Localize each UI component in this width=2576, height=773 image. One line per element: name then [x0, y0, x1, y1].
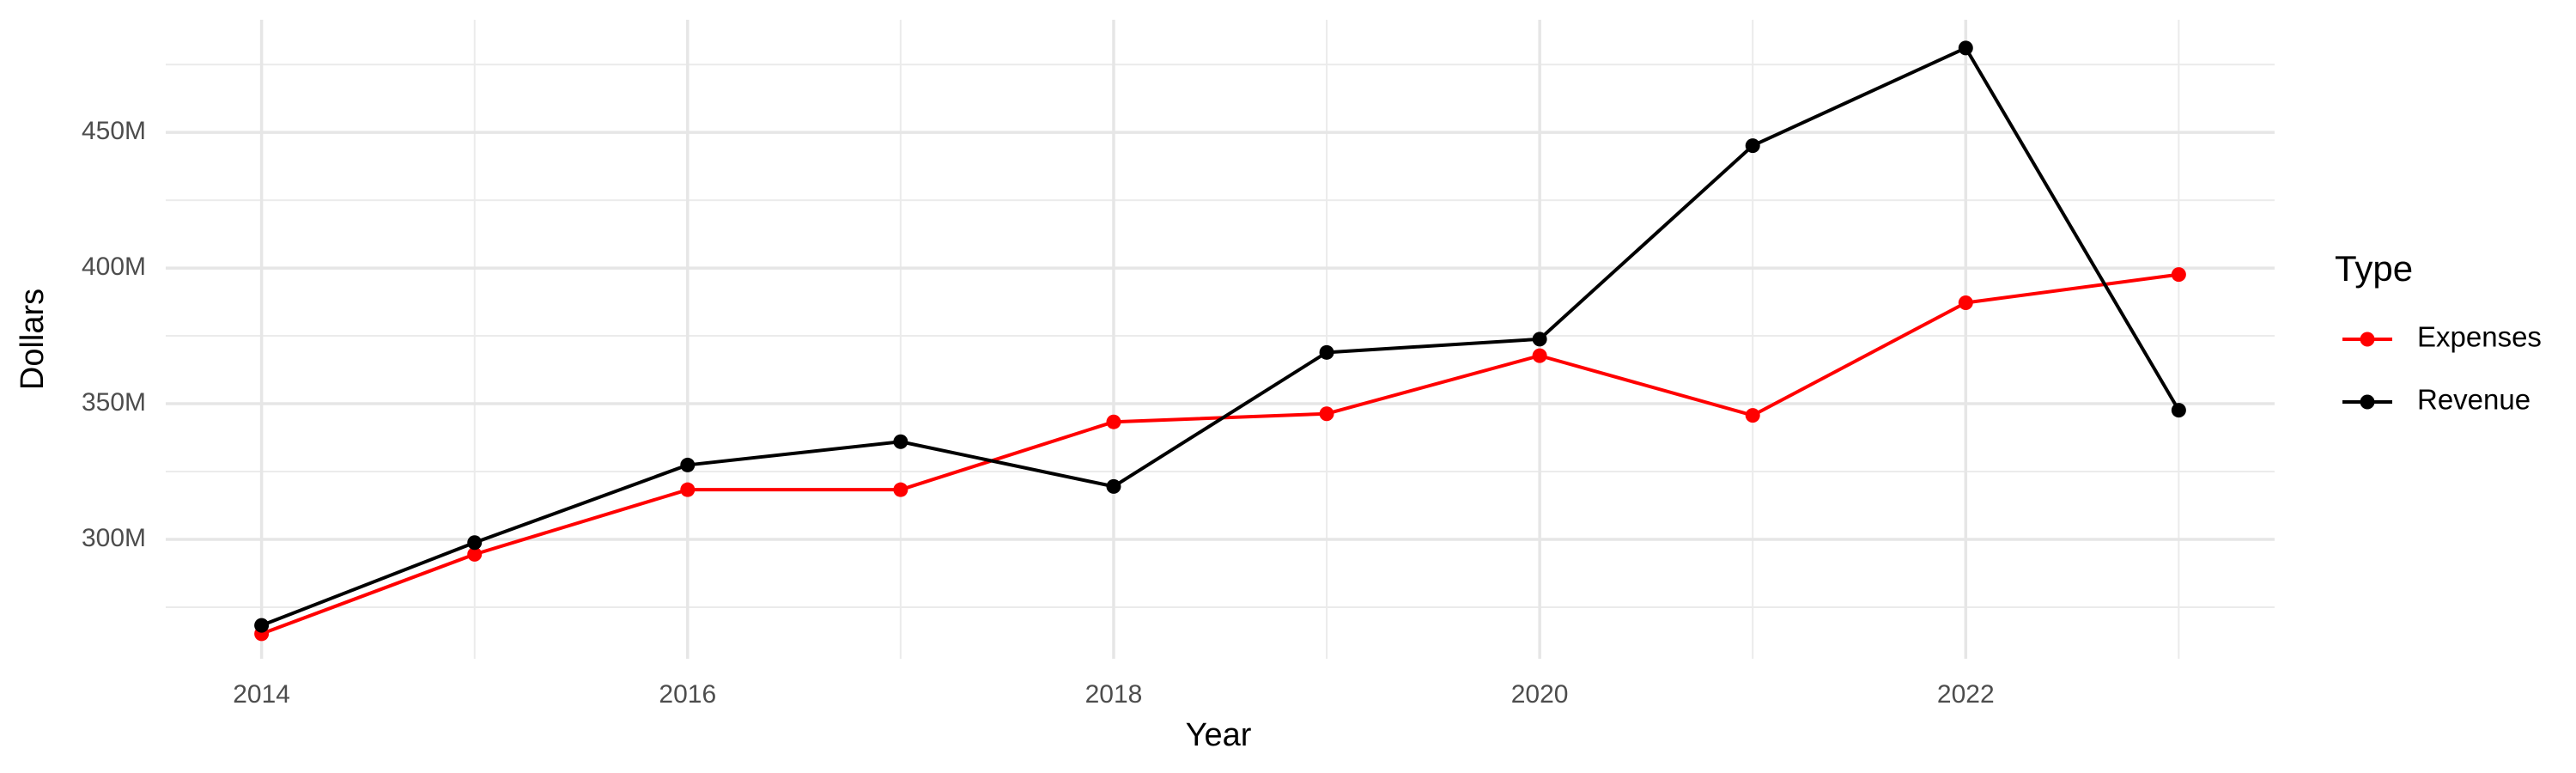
data-point — [1319, 344, 1334, 360]
x-tick-label: 2020 — [1511, 680, 1569, 709]
x-tick-label: 2016 — [659, 680, 716, 709]
data-point — [1958, 40, 1973, 56]
x-tick-label: 2018 — [1085, 680, 1143, 709]
data-point — [1745, 408, 1760, 423]
legend-key-point — [2360, 332, 2375, 347]
data-point — [1958, 295, 1973, 311]
series-line — [260, 272, 2179, 636]
data-point — [1532, 348, 1547, 363]
data-point — [2171, 267, 2186, 283]
y-tick-label: 350M — [82, 388, 146, 417]
x-tick-label: 2014 — [233, 680, 290, 709]
y-axis-title: Dollars — [15, 289, 51, 390]
plot-marks — [254, 40, 2186, 642]
data-point — [1106, 478, 1121, 494]
legend-label: Revenue — [2417, 384, 2530, 416]
data-point — [254, 618, 270, 633]
x-tick-label: 2022 — [1937, 680, 1995, 709]
data-point — [1319, 406, 1334, 422]
legend-label: Expenses — [2417, 321, 2542, 353]
y-tick-label: 300M — [82, 524, 146, 552]
data-point — [467, 546, 483, 562]
y-tick-label: 450M — [82, 117, 146, 145]
data-point — [680, 482, 696, 497]
data-point — [680, 457, 696, 472]
x-axis-title: Year — [1186, 717, 1252, 753]
data-point — [1745, 138, 1760, 154]
data-point — [1106, 414, 1121, 429]
series-line — [260, 46, 2181, 628]
data-point — [893, 434, 908, 449]
legend-title: Type — [2335, 248, 2413, 289]
data-point — [467, 535, 483, 551]
y-tick-label: 400M — [82, 253, 146, 281]
legend-key-point — [2360, 394, 2375, 410]
data-point — [2171, 403, 2186, 418]
grid — [166, 20, 2275, 659]
data-point — [893, 482, 908, 497]
data-point — [1532, 332, 1547, 347]
